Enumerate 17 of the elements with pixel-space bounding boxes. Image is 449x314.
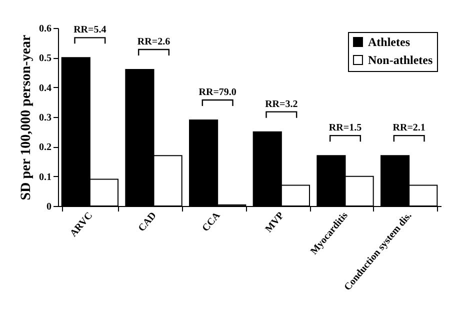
y-axis-title: SD per 100,000 person-year: [19, 34, 34, 200]
y-tick-label: 0.1: [39, 172, 52, 183]
annotation: RR=1.5: [328, 122, 362, 134]
legend-label: Athletes: [368, 35, 410, 49]
y-tick-label: 0.5: [39, 53, 52, 64]
y-tick-label: 0.3: [39, 112, 52, 124]
x-tick-label: CCA: [200, 210, 224, 234]
annotation: RR=3.2: [265, 98, 298, 110]
y-tick-label: 0.6: [39, 24, 52, 34]
annotation: RR=79.0: [198, 86, 236, 98]
annotation: RR=2.6: [137, 36, 170, 48]
y-tick-label: 0: [46, 202, 52, 212]
y-tick-label: 0.2: [39, 142, 52, 154]
annotation: RR=2.1: [392, 122, 426, 134]
legend-label: Non-athletes: [368, 53, 433, 67]
annotation: RR=5.4: [74, 24, 106, 36]
y-tick-label: 0.4: [39, 82, 52, 94]
